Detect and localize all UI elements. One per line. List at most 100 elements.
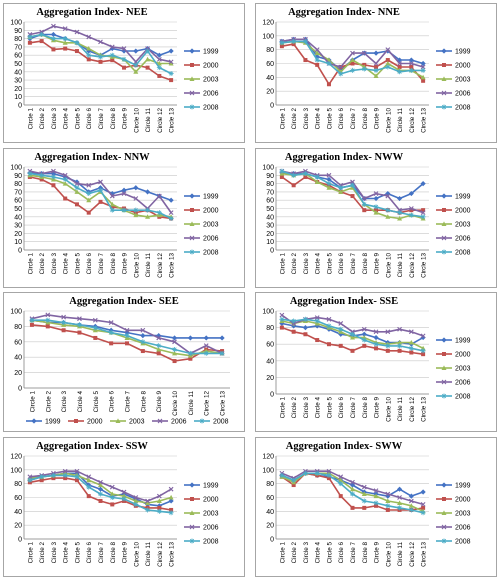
legend-item: 2003 [184, 221, 219, 229]
x-tick-label: Circle 11 [397, 542, 404, 567]
legend-marker [189, 524, 195, 530]
data-point [350, 61, 355, 66]
data-point [408, 67, 414, 73]
data-point [145, 507, 151, 513]
series-2008 [27, 31, 174, 76]
x-tick-label: Circle 8 [362, 397, 369, 419]
data-point [385, 207, 391, 213]
data-point [408, 345, 414, 351]
chart-panel: Aggregation Index- NWW 0 10 20 30 40 50 60 70 80 9… [255, 148, 497, 288]
x-tick-label: Circle 2 [291, 108, 298, 130]
data-point [421, 352, 426, 357]
data-point [373, 73, 379, 78]
x-tick-label: Circle 7 [350, 108, 357, 130]
y-tick-label: 90 [14, 173, 22, 180]
x-tick-label: Circle 1 [279, 542, 286, 564]
y-tick-label: 100 [262, 309, 274, 316]
x-tick-label: Circle 3 [303, 108, 310, 130]
legend-marker [441, 221, 447, 226]
data-point [302, 470, 308, 476]
data-point [219, 350, 225, 356]
x-tick-label: Circle 11 [397, 397, 404, 422]
data-point [409, 64, 414, 69]
data-point [420, 74, 426, 80]
legend-marker [441, 104, 447, 110]
y-tick-label: 90 [14, 28, 22, 35]
x-tick-label: Circle 7 [125, 391, 132, 413]
data-point [326, 172, 332, 178]
x-tick-label: Circle 9 [122, 253, 129, 275]
data-point [409, 208, 414, 213]
line-chart: 0 20 40 60 80 100 Circle 1 Circle 2 Circle 3 Circ… [10, 309, 230, 426]
x-tick-label: Circle 5 [93, 391, 100, 413]
data-point [374, 503, 379, 508]
legend-label: 2006 [455, 236, 471, 243]
chart-title: Aggregation Index- SSW [36, 441, 148, 452]
data-point [86, 197, 92, 203]
data-point [156, 65, 162, 71]
data-point [338, 185, 344, 191]
x-tick-label: Circle 10 [385, 253, 392, 278]
x-tick-label: Circle 10 [385, 397, 392, 422]
y-tick-label: 10 [266, 239, 274, 246]
y-tick-label: 120 [262, 20, 274, 27]
series-2000 [279, 325, 426, 357]
data-point [314, 50, 320, 56]
data-point [145, 500, 151, 506]
data-point [385, 507, 390, 512]
chart-panel: Aggregation Index- NNE 0 20 40 60 80 100 120 Cir… [255, 3, 497, 143]
legend-marker [441, 538, 447, 544]
data-point [156, 52, 162, 58]
data-point [350, 505, 355, 510]
y-tick-label: 20 [14, 231, 22, 238]
data-point [62, 172, 68, 178]
x-tick-label: Circle 4 [63, 108, 70, 130]
legend-marker [441, 510, 447, 515]
x-tick-label: Circle 12 [409, 108, 416, 133]
data-point [361, 201, 367, 207]
data-point [373, 191, 379, 196]
data-point [133, 501, 139, 507]
data-point [373, 341, 379, 347]
data-point [86, 484, 92, 490]
legend-marker [189, 76, 195, 81]
series-2000 [27, 39, 174, 83]
data-point [361, 491, 367, 497]
x-tick-label: Circle 6 [86, 253, 93, 275]
y-tick-label: 30 [14, 78, 22, 85]
legend-label: 2008 [203, 105, 219, 112]
data-point [133, 185, 139, 191]
data-point [361, 196, 367, 201]
data-point [110, 502, 115, 507]
data-point [373, 334, 379, 341]
series-line [281, 38, 424, 72]
data-point [50, 36, 56, 42]
data-point [219, 335, 225, 341]
data-point [373, 493, 379, 499]
data-point [140, 349, 145, 354]
data-point [397, 215, 403, 221]
data-point [362, 208, 367, 213]
y-tick-label: 80 [266, 181, 274, 188]
data-point [385, 58, 390, 63]
y-tick-label: 40 [266, 358, 274, 365]
x-tick-label: Circle 1 [279, 253, 286, 275]
data-point [373, 67, 379, 73]
data-point [373, 61, 379, 66]
x-tick-label: Circle 3 [303, 542, 310, 564]
data-point [109, 44, 115, 50]
x-tick-label: Circle 4 [63, 542, 70, 564]
data-point [98, 179, 103, 185]
x-tick-label: Circle 5 [74, 108, 81, 130]
data-point [385, 47, 391, 53]
data-point [326, 342, 331, 347]
data-point [291, 483, 296, 488]
x-tick-label: Circle 1 [27, 253, 34, 275]
x-tick-label: Circle 4 [315, 397, 322, 419]
x-tick-label: Circle 10 [133, 542, 140, 567]
data-point [157, 73, 162, 78]
data-point [76, 322, 82, 328]
data-point [314, 470, 320, 476]
